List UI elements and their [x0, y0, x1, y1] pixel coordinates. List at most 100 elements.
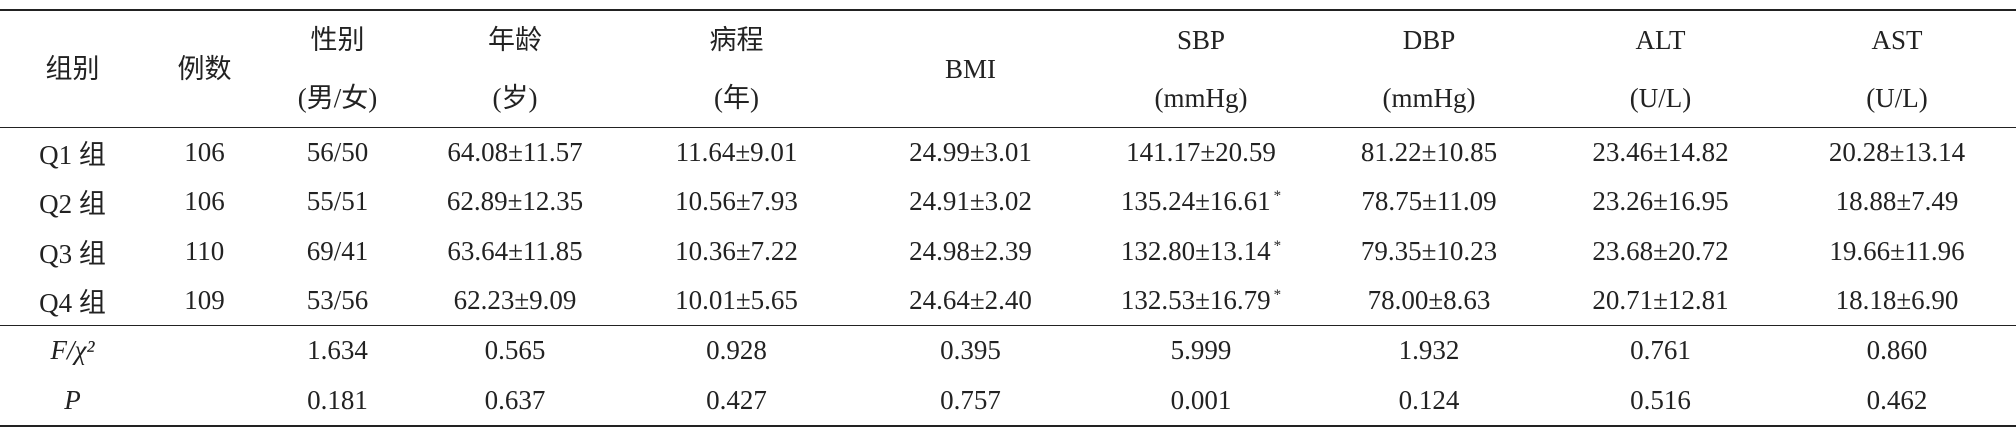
- data-cell: 18.18±6.90: [1835, 285, 1959, 315]
- stat-cell: 0.462: [1866, 384, 1928, 415]
- cell-value: 132.80±13.14: [1120, 235, 1271, 266]
- stat-cell: 0.395: [940, 335, 1001, 366]
- header-cell: 年龄 (岁): [411, 10, 619, 128]
- data-cell: 135.24±16.61 *: [1087, 177, 1315, 227]
- data-cell: 55/51: [306, 186, 369, 217]
- group-cell: Q2 组: [39, 189, 106, 220]
- header-line: (mmHg): [1154, 83, 1248, 113]
- header-line: (年): [714, 83, 759, 113]
- table-head: 组别 例数 性别 (男/女) 年龄 (岁) 病程 (年) BMI SBP (mmHg) DBP (mmH…: [0, 10, 2016, 128]
- header-line: (岁): [492, 83, 538, 113]
- stat-cell: 0.860: [1866, 335, 1928, 366]
- header-cell: 组别: [0, 10, 145, 128]
- cell-value: 135.24±16.61: [1120, 186, 1271, 217]
- group-cell: Q1 组: [39, 140, 106, 170]
- count-cell: 106: [184, 186, 225, 217]
- count-cell: 110: [184, 235, 225, 266]
- header-cell: SBP (mmHg): [1087, 10, 1315, 128]
- data-cell: 62.23±9.09: [453, 285, 577, 315]
- header-line: AST: [1871, 25, 1923, 55]
- cell-note: *: [1273, 237, 1282, 254]
- stat-label: P: [64, 384, 81, 415]
- data-cell: 62.89±12.35: [446, 186, 584, 217]
- stat-cell: 5.999: [1170, 335, 1232, 366]
- data-cell: 78.75±11.09: [1361, 186, 1497, 217]
- stat-cell: 0.637: [484, 384, 546, 415]
- table: 组别 例数 性别 (男/女) 年龄 (岁) 病程 (年) BMI SBP (mmHg) DBP (mmH…: [0, 9, 2016, 427]
- header-line: (mmHg): [1382, 83, 1476, 113]
- data-row: Q3 组 110 69/41 63.64±11.85 10.36±7.22 24.98±2…: [0, 227, 2016, 277]
- data-cell: 11.64±9.01: [675, 137, 798, 167]
- stat-cell: 0.928: [706, 335, 767, 366]
- data-cell: 78.00±8.63: [1367, 285, 1491, 315]
- data-cell: 18.88±7.49: [1835, 186, 1959, 217]
- stat-row: F/χ² 1.634 0.565 0.928 0.395 5.999 1.932 0.761 0…: [0, 326, 2016, 376]
- stat-cell: 0.757: [940, 384, 1001, 415]
- empty-cell: [145, 376, 264, 426]
- data-row: Q1 组 106 56/50 64.08±11.57 11.64±9.01 24.99±3…: [0, 128, 2016, 178]
- header-line: DBP: [1402, 25, 1456, 55]
- table-body: Q1 组 106 56/50 64.08±11.57 11.64±9.01 24.99±3…: [0, 128, 2016, 326]
- header-cell: ALT (U/L): [1543, 10, 1778, 128]
- data-cell: 23.68±20.72: [1592, 235, 1729, 266]
- data-cell: 24.64±2.40: [909, 285, 1032, 315]
- data-cell: 10.01±5.65: [675, 285, 798, 315]
- stat-cell: 0.761: [1630, 335, 1691, 366]
- data-cell: 24.98±2.39: [909, 235, 1032, 266]
- stat-cell: 1.634: [307, 335, 368, 366]
- cell-note: *: [1273, 188, 1282, 205]
- cell-note: *: [1273, 287, 1282, 303]
- header-row: 组别 例数 性别 (男/女) 年龄 (岁) 病程 (年) BMI SBP (mmHg) DBP (mmH…: [0, 10, 2016, 128]
- stat-cell: 0.181: [307, 384, 368, 415]
- header-line: BMI: [944, 54, 996, 84]
- group-cell: Q3 组: [39, 238, 106, 269]
- stat-cell: 0.001: [1170, 384, 1232, 415]
- data-cell: 81.22±10.85: [1360, 137, 1498, 167]
- data-cell: 24.99±3.01: [909, 137, 1032, 167]
- data-cell: 132.53±16.79 *: [1087, 276, 1315, 326]
- data-row: Q4 组 109 53/56 62.23±9.09 10.01±5.65 24.64±2.…: [0, 276, 2016, 326]
- data-cell: 20.71±12.81: [1592, 285, 1729, 315]
- data-cell: 53/56: [306, 285, 369, 315]
- stat-cell: 0.124: [1398, 384, 1460, 415]
- header-line: ALT: [1635, 25, 1686, 55]
- header-line: 例数: [177, 54, 232, 84]
- data-cell: 24.91±3.02: [909, 186, 1032, 217]
- stat-cell: 0.516: [1630, 384, 1691, 415]
- data-cell: 23.46±14.82: [1592, 137, 1729, 167]
- data-cell: 10.36±7.22: [675, 235, 798, 266]
- data-cell: 69/41: [306, 235, 369, 266]
- header-cell: DBP (mmHg): [1315, 10, 1543, 128]
- body: 组别 例数 性别 (男/女) 年龄 (岁) 病程 (年) BMI SBP (mmHg) DBP (mmH…: [0, 9, 2016, 427]
- data-cell: 79.35±10.23: [1360, 235, 1498, 266]
- header-line: SBP: [1176, 25, 1226, 55]
- header-cell: 例数: [145, 10, 264, 128]
- cell-value: 132.53±16.79: [1120, 285, 1271, 315]
- data-cell: 141.17±20.59: [1126, 137, 1276, 167]
- group-cell: Q4 组: [39, 288, 106, 318]
- data-cell: 19.66±11.96: [1829, 235, 1965, 266]
- data-cell: 20.28±13.14: [1828, 137, 1966, 167]
- empty-cell: [145, 326, 264, 376]
- header-cell: AST (U/L): [1778, 10, 2016, 128]
- count-cell: 106: [184, 137, 225, 167]
- header-line: 性别: [310, 25, 365, 55]
- stats-body: F/χ² 1.634 0.565 0.928 0.395 5.999 1.932 0.761 0…: [0, 325, 2016, 426]
- header-cell: 性别 (男/女): [264, 10, 411, 128]
- data-cell: 23.26±16.95: [1592, 186, 1729, 217]
- data-cell: 63.64±11.85: [447, 235, 583, 266]
- stat-row: P 0.181 0.637 0.427 0.757 0.001 0.124 0.516 0.46…: [0, 376, 2016, 426]
- header-cell: 病程 (年): [619, 10, 854, 128]
- data-cell: 64.08±11.57: [447, 137, 583, 167]
- header-line: (U/L): [1866, 83, 1928, 113]
- header-line: (男/女): [297, 83, 378, 113]
- header-line: 年龄: [488, 25, 542, 55]
- stat-cell: 0.427: [706, 384, 767, 415]
- data-cell: 10.56±7.93: [675, 186, 798, 217]
- stat-cell: 0.565: [484, 335, 546, 366]
- header-line: (U/L): [1629, 83, 1692, 113]
- data-cell: 132.80±13.14 *: [1087, 227, 1315, 277]
- count-cell: 109: [184, 285, 225, 315]
- stat-cell: 1.932: [1398, 335, 1460, 366]
